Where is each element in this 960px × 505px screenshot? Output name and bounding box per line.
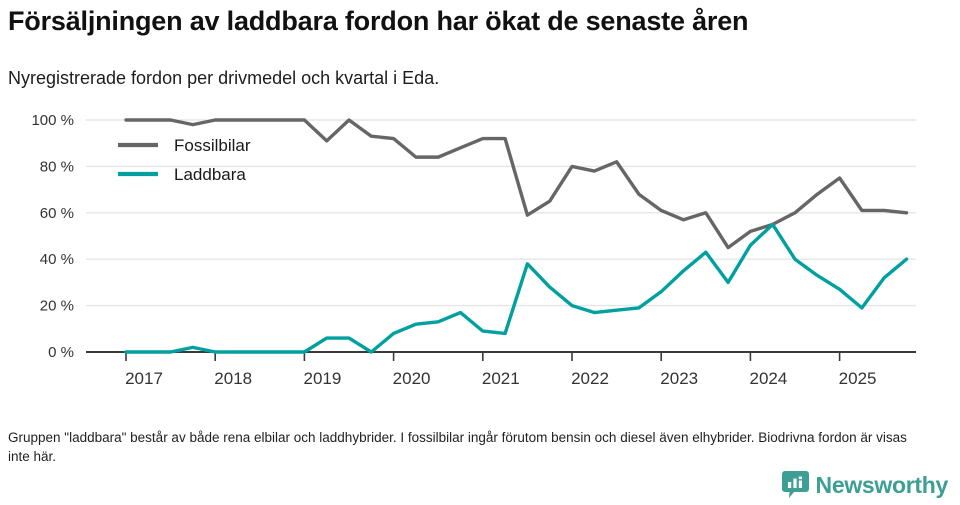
page-title: Försäljningen av laddbara fordon har öka… — [8, 6, 749, 36]
x-axis-tick-label: 2017 — [125, 369, 163, 388]
x-axis-tick-label: 2022 — [571, 369, 609, 388]
y-axis-tick-label: 0 % — [48, 344, 74, 361]
bar-chart-bubble-icon — [781, 471, 809, 498]
y-axis-labels-group: 0 % 20 % 40 % 60 % 80 % 100 % — [31, 112, 74, 361]
data-series-group — [124, 118, 909, 354]
series-line-laddbara — [124, 222, 909, 354]
y-axis-tick-label: 80 % — [40, 158, 74, 175]
chart-subtitle: Nyregistrerade fordon per drivmedel och … — [8, 68, 440, 88]
x-axis-tick-label: 2021 — [482, 369, 520, 388]
x-axis-tick-label: 2023 — [660, 369, 698, 388]
x-axis-tick-label: 2024 — [749, 369, 787, 388]
chart-footnote: Gruppen "laddbara" består av både rena e… — [8, 430, 907, 465]
logo-text: Newsworthy — [815, 471, 949, 498]
y-axis-tick-label: 60 % — [40, 205, 74, 222]
x-axis-tick-label: 2025 — [839, 369, 877, 388]
x-axis-ticks-group — [125, 352, 841, 361]
x-axis-tick-label: 2020 — [393, 369, 431, 388]
newsworthy-logo[interactable]: Newsworthy — [781, 470, 949, 500]
chart-legend: Fossilbilar Laddbara — [118, 136, 251, 184]
x-axis-tick-label: 2019 — [303, 369, 341, 388]
y-axis-tick-label: 40 % — [40, 251, 74, 268]
x-axis-tick-label: 2018 — [214, 369, 252, 388]
x-axis-labels-group: 2017 2018 2019 2020 2021 2022 2023 2024 2025 — [125, 369, 876, 388]
series-line-fossilbilar — [124, 118, 909, 250]
chart-plot-area: 0 % 20 % 40 % 60 % 80 % 100 % 2017 2018 2019 202… — [0, 105, 960, 395]
y-axis-tick-label: 20 % — [40, 298, 74, 315]
legend-label: Laddbara — [174, 165, 246, 184]
y-axis-tick-label: 100 % — [31, 112, 74, 129]
line-chart-svg: 0 % 20 % 40 % 60 % 80 % 100 % 2017 2018 2019 202… — [31, 112, 916, 388]
legend-label: Fossilbilar — [174, 136, 251, 155]
